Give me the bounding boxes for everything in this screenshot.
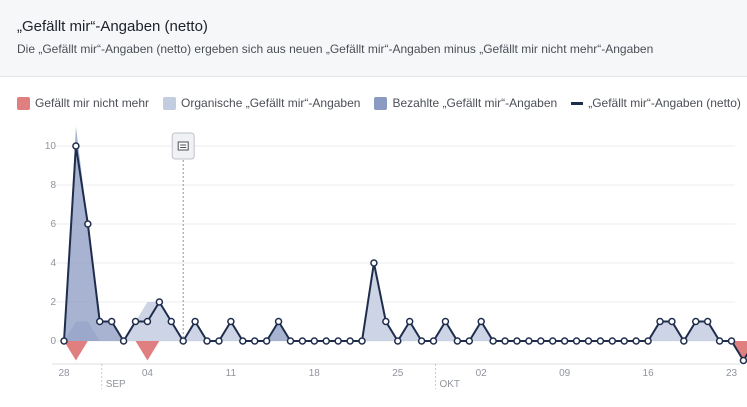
series-net-point xyxy=(620,337,628,345)
series-net-point xyxy=(405,317,414,326)
series-net-point xyxy=(537,337,545,345)
series-net-point xyxy=(227,317,235,326)
series-net-point xyxy=(501,337,509,345)
legend-swatch-unlikes xyxy=(17,96,30,110)
series-net-point xyxy=(489,337,497,345)
series-net-point xyxy=(191,317,199,326)
series-net-point xyxy=(656,317,664,326)
series-net-point xyxy=(477,317,485,326)
y-tick-label: 10 xyxy=(45,141,57,152)
legend-label-paid: Bezahlte „Gefällt mir“-Angaben xyxy=(392,96,558,110)
legend-label-organic: Organische „Gefällt mir“-Angaben xyxy=(181,96,361,110)
x-tick-label: 28 xyxy=(58,368,70,379)
series-net-point xyxy=(692,317,700,326)
series-net-point xyxy=(96,317,104,326)
series-net-point xyxy=(310,337,319,345)
series-net-point xyxy=(179,337,187,345)
series-unlikes-area xyxy=(64,341,747,361)
series-net-point xyxy=(143,317,152,326)
series-net-point xyxy=(370,259,378,267)
series-net-point xyxy=(131,317,140,326)
y-tick-label: 2 xyxy=(50,297,56,308)
series-net-point xyxy=(322,337,330,345)
series-net-point xyxy=(441,317,450,326)
series-net-point xyxy=(548,337,557,345)
series-net-point xyxy=(84,220,92,228)
y-tick-label: 6 xyxy=(50,219,56,230)
series-net-point xyxy=(298,337,307,345)
note-icon xyxy=(171,132,195,160)
chart-header: „Gefällt mir“-Angaben (netto) Die „Gefäl… xyxy=(0,0,747,77)
series-net-point xyxy=(394,337,402,345)
series-paid-area xyxy=(64,126,747,341)
series-net-point xyxy=(608,337,617,345)
chart-legend: Gefällt mir nicht mehr Organische „Gefäl… xyxy=(17,95,747,111)
series-net-point xyxy=(632,337,640,345)
series-net-point xyxy=(429,337,438,345)
legend-item-net[interactable]: „Gefällt mir“-Angaben (netto) xyxy=(571,96,741,110)
series-net-point xyxy=(286,337,295,345)
y-tick-label: 4 xyxy=(50,258,56,269)
series-net-point xyxy=(155,298,164,306)
series-net-point xyxy=(72,142,80,150)
series-net-point xyxy=(680,337,688,345)
series-net-point xyxy=(572,337,581,345)
series-net-point xyxy=(584,337,593,345)
legend-swatch-paid xyxy=(374,96,388,110)
legend-item-paid[interactable]: Bezahlte „Gefällt mir“-Angaben xyxy=(374,96,557,110)
series-net-point xyxy=(596,337,605,345)
legend-swatch-organic xyxy=(163,96,177,110)
series-net-point xyxy=(239,337,247,345)
series-net-point xyxy=(215,337,223,345)
legend-label-unlikes: Gefällt mir nicht mehr xyxy=(35,96,150,110)
legend-item-organic[interactable]: Organische „Gefällt mir“-Angaben xyxy=(163,96,360,110)
series-net-point xyxy=(417,337,426,345)
series-net-point xyxy=(358,337,366,345)
series-net-point xyxy=(60,337,68,345)
y-tick-label: 8 xyxy=(50,180,56,191)
series-net-point xyxy=(107,317,116,326)
series-net-point xyxy=(262,337,271,345)
legend-swatch-net xyxy=(571,101,584,105)
series-net-point xyxy=(525,337,533,345)
x-tick-label: 11 xyxy=(226,368,237,379)
series-net-point xyxy=(560,337,569,345)
series-net-point xyxy=(203,337,211,345)
chart-title: „Gefällt mir“-Angaben (netto) xyxy=(17,18,208,35)
series-net-point xyxy=(274,317,283,326)
x-tick-label: 18 xyxy=(309,368,321,379)
x-tick-label: 04 xyxy=(142,368,154,379)
series-net-point xyxy=(715,337,724,345)
month-label: SEP xyxy=(106,379,126,390)
series-net-point xyxy=(739,356,747,365)
x-tick-label: 25 xyxy=(392,368,404,379)
series-net-point xyxy=(167,317,176,326)
series-net-point xyxy=(453,337,462,345)
note-icon-paper xyxy=(177,141,189,151)
series-net-point xyxy=(465,337,474,345)
series-net-point xyxy=(346,337,354,345)
series-net-point xyxy=(382,317,390,326)
month-label: OKT xyxy=(439,379,460,390)
x-tick-label: 02 xyxy=(476,368,488,379)
x-tick-label: 16 xyxy=(643,368,655,379)
series-net-point xyxy=(644,337,652,345)
x-tick-label: 09 xyxy=(559,368,571,379)
series-net-point xyxy=(334,337,342,345)
y-tick-label: 0 xyxy=(50,336,56,347)
series-net-point xyxy=(727,337,736,345)
chart-subtitle: Die „Gefällt mir“-Angaben (netto) ergebe… xyxy=(17,42,654,56)
legend-label-net: „Gefällt mir“-Angaben (netto) xyxy=(588,96,741,110)
series-net-point xyxy=(703,317,712,326)
series-net-point xyxy=(668,317,676,326)
series-net-point xyxy=(119,337,128,345)
series-net-point xyxy=(250,337,259,345)
legend-item-unlikes[interactable]: Gefällt mir nicht mehr xyxy=(17,96,149,110)
x-tick-label: 23 xyxy=(726,368,738,379)
series-net-point xyxy=(513,337,521,345)
